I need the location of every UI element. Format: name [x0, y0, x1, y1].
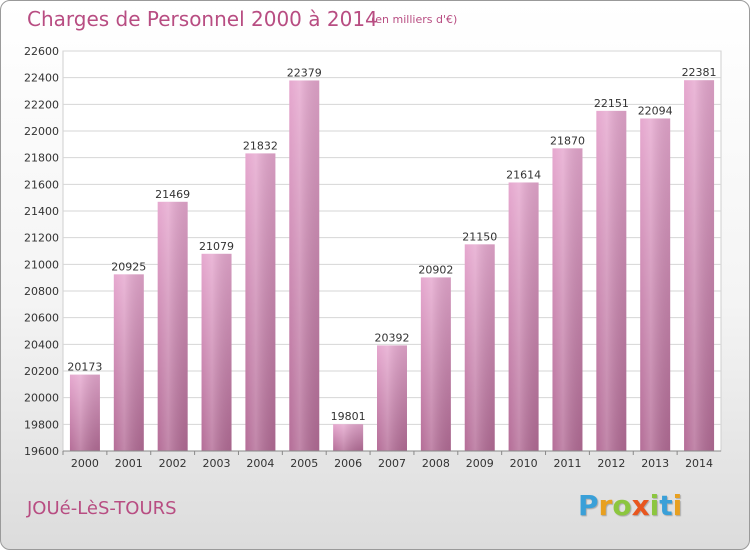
- logo-letter: t: [659, 489, 673, 522]
- y-tick-label: 21400: [24, 205, 59, 218]
- bar-shine: [289, 80, 320, 451]
- bar-shine: [157, 201, 188, 451]
- data-label: 19801: [331, 410, 366, 423]
- bar-shine: [377, 345, 407, 451]
- logo-letter: P: [578, 489, 599, 522]
- data-label: 20392: [375, 331, 410, 344]
- y-tick-label: 21800: [24, 152, 59, 165]
- x-tick-label: 2013: [641, 457, 669, 470]
- y-tick-label: 21200: [24, 232, 59, 245]
- y-tick-label: 20800: [24, 285, 59, 298]
- y-tick-label: 20400: [24, 338, 59, 351]
- proxiti-logo: Proxiti: [578, 489, 682, 522]
- x-tick-label: 2010: [510, 457, 538, 470]
- data-label: 21870: [550, 134, 585, 147]
- x-tick-label: 2005: [290, 457, 318, 470]
- data-label: 21079: [199, 240, 234, 253]
- x-tick-label: 2002: [159, 457, 187, 470]
- data-label: 20925: [111, 260, 146, 273]
- bar-shine: [333, 424, 364, 451]
- y-tick-label: 22200: [24, 98, 59, 111]
- x-tick-label: 2008: [422, 457, 450, 470]
- y-tick-label: 22000: [24, 125, 59, 138]
- x-tick-label: 2003: [203, 457, 231, 470]
- data-label: 21469: [155, 188, 190, 201]
- x-tick-label: 2006: [334, 457, 362, 470]
- bar-shine: [69, 374, 100, 451]
- x-tick-label: 2009: [466, 457, 494, 470]
- logo-letter: r: [598, 489, 613, 522]
- data-label: 20902: [418, 263, 453, 276]
- y-tick-label: 20200: [24, 365, 59, 378]
- data-label: 21150: [462, 230, 497, 243]
- data-label: 22094: [638, 104, 673, 117]
- x-tick-label: 2004: [246, 457, 274, 470]
- y-tick-label: 22400: [24, 72, 59, 85]
- y-tick-label: 19800: [24, 418, 59, 431]
- city-name: JOUé-LèS-TOURS: [27, 498, 177, 519]
- logo-letter: o: [612, 489, 632, 522]
- bar-shine: [552, 148, 583, 452]
- bar-shine: [508, 182, 539, 451]
- data-label: 22151: [594, 97, 629, 110]
- x-tick-label: 2001: [115, 457, 143, 470]
- data-label: 22379: [287, 66, 322, 79]
- x-tick-label: 2012: [597, 457, 625, 470]
- logo-letter: i: [649, 489, 660, 522]
- y-tick-label: 20600: [24, 312, 59, 325]
- logo-letter: i: [672, 489, 683, 522]
- y-tick-label: 21600: [24, 178, 59, 191]
- data-label: 21832: [243, 139, 278, 152]
- y-tick-label: 21000: [24, 258, 59, 271]
- bar-shine: [420, 277, 451, 451]
- bar-shine: [464, 244, 495, 451]
- data-label: 22381: [682, 66, 717, 79]
- chart-title: Charges de Personnel 2000 à 2014: [27, 7, 378, 31]
- y-tick-label: 19600: [24, 445, 59, 458]
- x-tick-label: 2000: [71, 457, 99, 470]
- bar-shine: [113, 274, 144, 451]
- y-tick-label: 22600: [24, 45, 59, 58]
- data-label: 20173: [67, 361, 102, 374]
- logo-letter: x: [631, 489, 650, 522]
- y-tick-label: 20000: [24, 392, 59, 405]
- bar-shine: [684, 80, 715, 451]
- x-tick-label: 2011: [553, 457, 581, 470]
- bar-shine: [201, 253, 232, 451]
- data-label: 21614: [506, 168, 541, 181]
- x-tick-label: 2014: [685, 457, 713, 470]
- x-tick-label: 2007: [378, 457, 406, 470]
- bar-shine: [640, 118, 671, 451]
- chart-subtitle: (en milliers d'€): [371, 13, 458, 26]
- bar-shine: [245, 153, 276, 451]
- bar-shine: [596, 110, 627, 451]
